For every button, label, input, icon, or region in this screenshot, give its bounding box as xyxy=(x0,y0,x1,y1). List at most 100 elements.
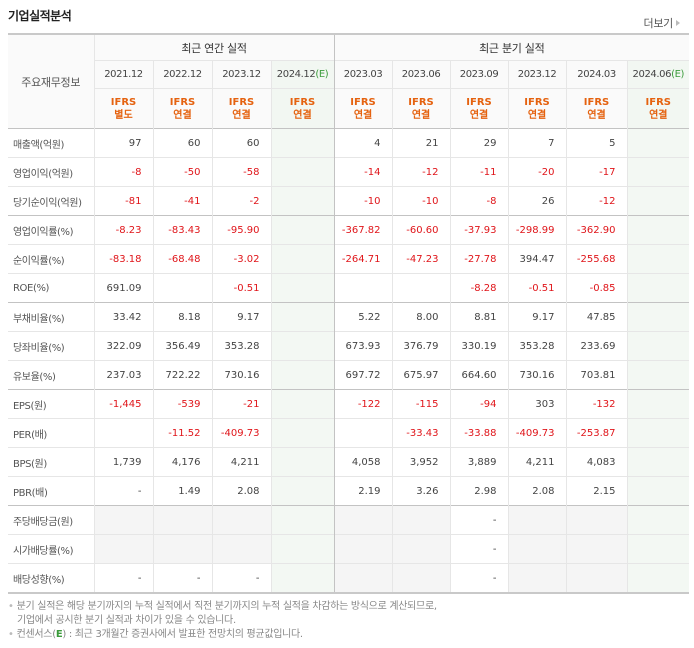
period-header: 2023.09 xyxy=(449,60,509,89)
table-cell xyxy=(626,418,690,448)
table-cell: -20 xyxy=(507,157,567,187)
table-cell: 2.08 xyxy=(507,476,567,506)
table-cell: -33.43 xyxy=(391,418,451,448)
period-header: 2023.12 xyxy=(211,60,271,89)
table-cell xyxy=(211,505,271,535)
table-cell: -132 xyxy=(565,389,628,419)
accounting-basis: IFRS 별도 xyxy=(93,88,153,129)
table-cell xyxy=(626,447,690,477)
table-cell: 5 xyxy=(565,128,628,158)
table-cell xyxy=(391,563,451,594)
table-cell xyxy=(270,302,335,332)
table-cell: 4,083 xyxy=(565,447,628,477)
table-row: 영업이익(억원) -8 -50 -58 -14 -12 -11 -20 -17 xyxy=(8,157,690,187)
table-cell xyxy=(93,534,153,564)
table-cell: -60.60 xyxy=(391,215,451,245)
table-row: 영업이익률(%) -8.23 -83.43 -95.90 -367.82 -60.60 -3… xyxy=(8,215,690,245)
table-cell: 47.85 xyxy=(565,302,628,332)
table-cell: -58 xyxy=(211,157,271,187)
row-label: 배당성향(%) xyxy=(8,563,94,594)
table-cell: -10 xyxy=(333,186,393,216)
row-label: ROE(%) xyxy=(8,273,94,303)
table-cell: 60 xyxy=(211,128,271,158)
table-cell: 8.81 xyxy=(449,302,509,332)
table-cell: -367.82 xyxy=(333,215,393,245)
row-label: 당좌비율(%) xyxy=(8,331,94,361)
table-row: 시가배당률(%) - xyxy=(8,534,690,564)
table-cell: 376.79 xyxy=(391,331,451,361)
table-cell xyxy=(270,447,335,477)
more-label: 더보기 xyxy=(643,17,674,30)
table-cell: 4,058 xyxy=(333,447,393,477)
table-cell: -122 xyxy=(333,389,393,419)
table-cell: -14 xyxy=(333,157,393,187)
more-link[interactable]: 더보기 xyxy=(644,15,680,31)
table-cell: -1,445 xyxy=(93,389,153,419)
table-cell: 353.28 xyxy=(507,331,567,361)
table-cell: -95.90 xyxy=(211,215,271,245)
table-cell: -409.73 xyxy=(211,418,271,448)
table-cell: 21 xyxy=(391,128,451,158)
table-cell: -37.93 xyxy=(449,215,509,245)
table-cell xyxy=(391,534,451,564)
table-row: 당좌비율(%) 322.09 356.49 353.28 673.93 376.79 330… xyxy=(8,331,690,361)
table-cell: 4,211 xyxy=(211,447,271,477)
table-cell: - xyxy=(211,563,271,594)
table-cell: -21 xyxy=(211,389,271,419)
table-cell xyxy=(270,563,335,594)
table-cell: 97 xyxy=(93,128,153,158)
table-cell: 2.19 xyxy=(333,476,393,506)
table-cell: - xyxy=(93,476,153,506)
table-cell: 664.60 xyxy=(449,360,509,390)
period-header: 2021.12 xyxy=(93,60,153,89)
table-cell: 233.69 xyxy=(565,331,628,361)
row-label: 주당배당금(원) xyxy=(8,505,94,535)
table-cell xyxy=(270,215,335,245)
table-cell xyxy=(152,534,212,564)
table-cell xyxy=(270,505,335,535)
table-cell: - xyxy=(449,534,509,564)
table-cell: -68.48 xyxy=(152,244,212,274)
table-cell: -81 xyxy=(93,186,153,216)
table-cell: -0.51 xyxy=(211,273,271,303)
row-label: 영업이익률(%) xyxy=(8,215,94,245)
table-cell: -115 xyxy=(391,389,451,419)
table-cell: -8 xyxy=(93,157,153,187)
table-cell: -298.99 xyxy=(507,215,567,245)
table-cell xyxy=(270,186,335,216)
row-label: BPS(원) xyxy=(8,447,94,477)
table-cell: -8.23 xyxy=(93,215,153,245)
table-row: 부채비율(%) 33.42 8.18 9.17 5.22 8.00 8.81 9.17 47.8… xyxy=(8,302,690,332)
footnote-1: • 분기 실적은 해당 분기까지의 누적 실적에서 직전 분기까지의 누적 실적을… xyxy=(8,601,437,612)
table-cell: 3.26 xyxy=(391,476,451,506)
row-label: 당기순이익(억원) xyxy=(8,186,94,216)
row-label: PER(배) xyxy=(8,418,94,448)
table-cell: -253.87 xyxy=(565,418,628,448)
table-cell xyxy=(270,331,335,361)
table-cell: -11.52 xyxy=(152,418,212,448)
table-cell: 697.72 xyxy=(333,360,393,390)
table-cell xyxy=(565,534,628,564)
period-header: 2023.03 xyxy=(333,60,393,89)
table-row: PER(배) -11.52 -409.73 -33.43 -33.88 -409.73 -2… xyxy=(8,418,690,448)
row-label: 시가배당률(%) xyxy=(8,534,94,564)
accounting-basis: IFRS 연결 xyxy=(449,88,509,129)
table-cell: -27.78 xyxy=(449,244,509,274)
table-cell xyxy=(333,273,393,303)
table-cell xyxy=(333,418,393,448)
table-cell: 26 xyxy=(507,186,567,216)
table-cell xyxy=(626,273,690,303)
table-row: PBR(배) -1.49 2.08 2.19 3.26 2.98 2.08 2.15 xyxy=(8,476,690,506)
table-cell xyxy=(270,273,335,303)
table-cell: 322.09 xyxy=(93,331,153,361)
table-cell xyxy=(270,418,335,448)
table-row: 당기순이익(억원) -81 -41 -2 -10 -10 -8 26 -12 xyxy=(8,186,690,216)
table-cell: 730.16 xyxy=(507,360,567,390)
footnote-1-cont: 기업에서 공시한 분기 실적과 차이가 있을 수 있습니다. xyxy=(17,615,236,626)
footnotes: • 분기 실적은 해당 분기까지의 누적 실적에서 직전 분기까지의 누적 실적을… xyxy=(8,600,437,642)
quarterly-group-header: 최근 분기 실적 xyxy=(333,33,690,61)
table-cell xyxy=(626,186,690,216)
financial-summary-table: 주요재무정보 최근 연간 실적 최근 분기 실적 2021.12 2022.12 2… xyxy=(8,33,690,594)
table-cell: -11 xyxy=(449,157,509,187)
table-cell: 1,739 xyxy=(93,447,153,477)
